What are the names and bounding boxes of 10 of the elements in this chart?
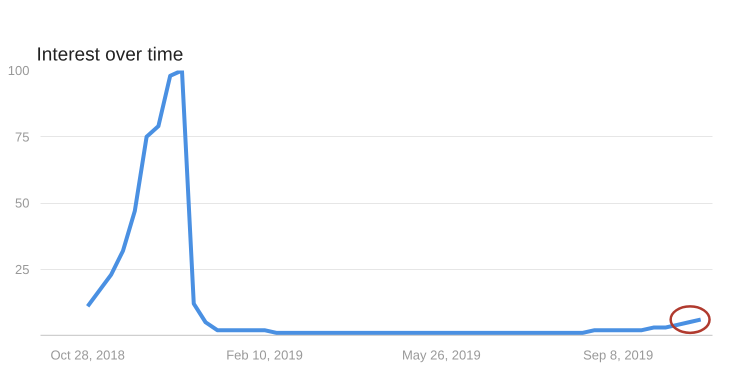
line-series	[86, 70, 703, 335]
chart-title: Interest over time	[36, 44, 184, 66]
x-tick-label: Oct 28, 2018	[50, 348, 125, 362]
y-tick-label: 50	[15, 196, 30, 210]
y-tick-label: 75	[15, 129, 30, 144]
y-tick-label: 25	[15, 262, 30, 277]
y-tick-label: 100	[8, 63, 30, 78]
x-tick-label: Feb 10, 2019	[226, 348, 303, 362]
x-tick-label: Sep 8, 2019	[583, 348, 654, 362]
x-tick-label: May 26, 2019	[402, 348, 481, 362]
